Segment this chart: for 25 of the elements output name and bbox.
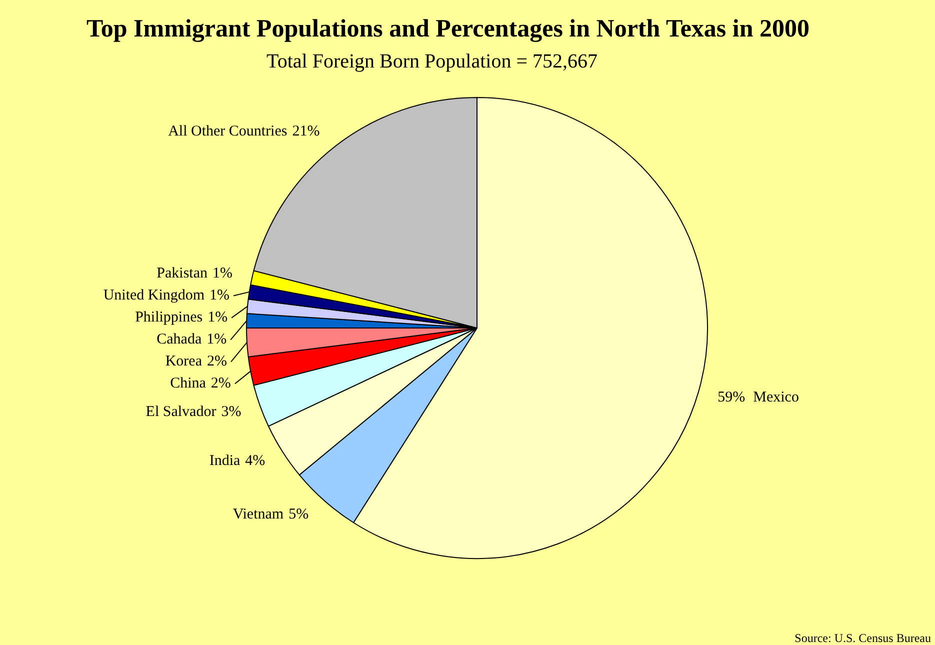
slice-label: Vietnam [232,506,284,522]
slice-label: All Other Countries [168,124,288,140]
slice-label: Philippines [135,310,203,326]
data-label: 21% [292,124,320,140]
slice-label: China [170,376,206,392]
slice-label: El Salvador [146,404,216,420]
data-label: 2% [206,354,227,370]
data-label: 1% [208,310,228,326]
data-label: 4% [245,453,266,470]
chart-subtitle: Total Foreign Born Population = 752,667 [266,50,598,72]
data-label: 2% [210,376,231,392]
slice-label: United Kingdom [103,288,205,304]
data-label: 1% [212,266,232,282]
chart-title: Top Immigrant Populations and Percentages in North Texas in 2000 [86,15,810,42]
data-label: 59% [718,389,746,406]
slice-label: Pakistan [156,266,208,282]
source-note: Source: U.S. Census Bureau [794,631,931,645]
slice-label: Korea [165,354,202,370]
data-label: 1% [206,332,227,348]
slice-label: Mexico [753,389,799,406]
data-label: 5% [288,506,309,522]
slice-label: India [209,453,241,470]
data-label: 1% [210,288,230,304]
slice-label: Cahada [156,332,202,348]
data-label: 3% [221,404,242,420]
